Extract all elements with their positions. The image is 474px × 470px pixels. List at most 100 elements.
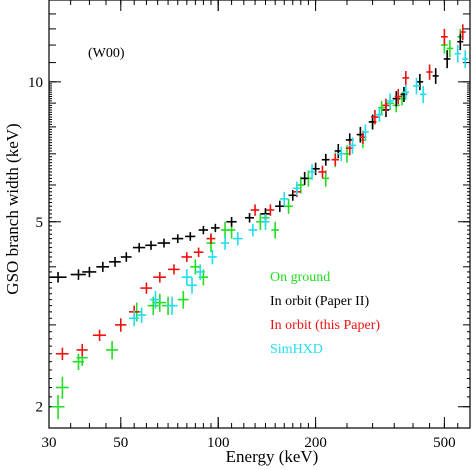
data-point xyxy=(220,221,230,239)
data-point xyxy=(457,33,464,51)
data-point xyxy=(168,264,180,275)
data-point xyxy=(382,98,390,113)
data-point xyxy=(55,376,69,399)
data-point xyxy=(308,164,316,180)
legend-entry: In orbit (Paper II) xyxy=(270,294,369,309)
y-tick-label: 10 xyxy=(28,75,43,91)
data-point xyxy=(157,238,171,248)
data-point xyxy=(300,171,309,185)
data-point xyxy=(331,153,339,166)
data-series xyxy=(49,24,469,420)
data-point xyxy=(348,137,357,154)
data-point xyxy=(166,296,178,316)
data-point xyxy=(462,50,469,69)
data-point xyxy=(172,234,184,244)
data-point xyxy=(402,71,410,85)
panel-annotation: (W00) xyxy=(88,46,125,61)
data-point xyxy=(232,232,243,246)
data-point xyxy=(321,153,330,166)
data-point xyxy=(440,28,448,46)
data-point xyxy=(206,233,216,244)
axis-ticks xyxy=(48,0,471,428)
x-tick-label: 100 xyxy=(207,435,230,451)
data-point xyxy=(250,204,260,216)
plot-border xyxy=(48,0,471,429)
data-point xyxy=(92,329,106,341)
data-point xyxy=(296,176,305,194)
data-point xyxy=(337,146,345,162)
x-tick-label: 500 xyxy=(433,435,456,451)
x-tick-label: 50 xyxy=(113,435,128,451)
data-point xyxy=(454,45,461,63)
data-point xyxy=(322,170,330,187)
series-group xyxy=(49,33,464,283)
series-group xyxy=(51,28,464,420)
data-point xyxy=(446,40,454,58)
data-point xyxy=(386,93,394,109)
data-point xyxy=(51,394,65,420)
plot-frame xyxy=(48,0,471,429)
data-point xyxy=(210,223,220,233)
data-point xyxy=(292,181,301,196)
data-point xyxy=(82,266,97,278)
data-point xyxy=(248,223,258,237)
data-point xyxy=(115,318,127,332)
data-point xyxy=(70,269,86,280)
data-point xyxy=(140,282,153,294)
data-point xyxy=(443,50,451,69)
data-point xyxy=(459,24,466,41)
data-point xyxy=(153,271,167,283)
data-point xyxy=(416,73,424,91)
x-tick-label: 200 xyxy=(304,435,327,451)
data-point xyxy=(149,290,161,309)
data-point xyxy=(261,213,270,231)
data-point xyxy=(220,236,230,250)
data-point xyxy=(181,269,193,286)
legend-entry: On ground xyxy=(270,270,330,285)
data-point xyxy=(145,240,157,250)
data-point xyxy=(181,252,193,262)
legend-entry: In orbit (this Paper) xyxy=(270,318,380,333)
data-point xyxy=(96,261,110,272)
y-axis-label: GSO branch width (keV) xyxy=(3,123,22,294)
data-point xyxy=(132,243,146,253)
data-point xyxy=(185,232,196,241)
y-tick-label: 5 xyxy=(36,215,44,231)
data-point xyxy=(284,198,293,214)
data-point xyxy=(136,307,147,323)
data-point xyxy=(195,264,205,280)
data-point xyxy=(186,277,198,294)
data-point xyxy=(371,109,379,125)
data-point xyxy=(432,68,439,84)
x-axis-label: Energy (keV) xyxy=(226,447,319,466)
data-point xyxy=(394,89,402,105)
data-point xyxy=(279,191,289,207)
tick-labels: 30 50 100 200 500 2 5 10 xyxy=(28,75,456,451)
legend: On ground In orbit (Paper II) In orbit (th… xyxy=(270,270,380,357)
data-point xyxy=(55,347,69,361)
data-point xyxy=(318,165,327,179)
data-point xyxy=(266,204,275,216)
data-point xyxy=(128,310,140,327)
data-point xyxy=(275,200,285,212)
series-group xyxy=(128,45,469,327)
data-point xyxy=(76,343,88,357)
data-point xyxy=(226,216,237,227)
data-point xyxy=(198,225,208,235)
x-tick-label: 30 xyxy=(42,435,57,451)
data-point xyxy=(426,64,433,80)
legend-entry: SimHXD xyxy=(270,342,323,357)
data-point xyxy=(244,213,254,223)
data-point xyxy=(361,124,369,140)
data-point xyxy=(419,85,427,104)
y-tick-label: 2 xyxy=(36,400,44,416)
data-point xyxy=(402,84,410,100)
data-point xyxy=(413,77,420,95)
series-group xyxy=(55,24,466,361)
data-point xyxy=(120,252,132,262)
data-point xyxy=(177,290,189,309)
data-point xyxy=(105,340,118,360)
data-point xyxy=(207,249,217,265)
data-point xyxy=(375,107,383,122)
